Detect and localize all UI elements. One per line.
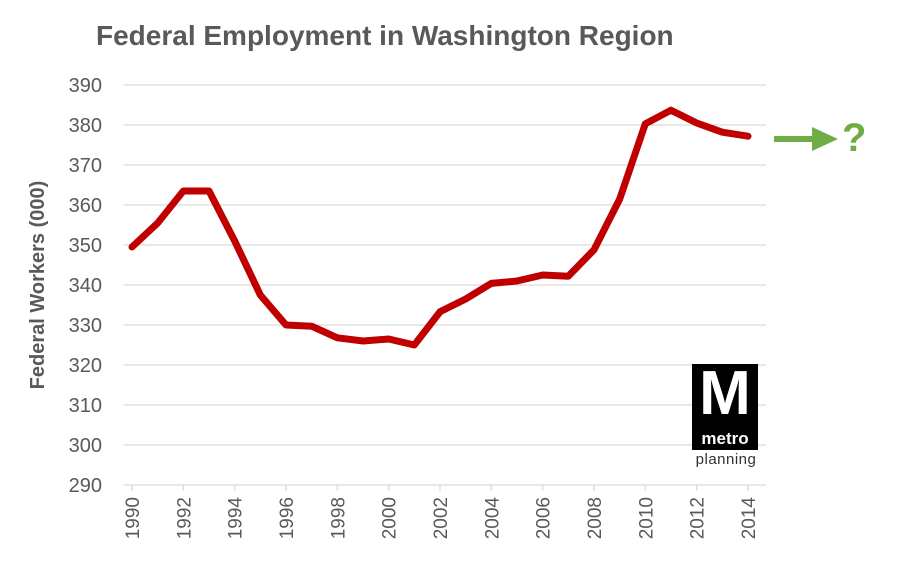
y-tick-label: 300 [69,435,102,457]
data-point [721,131,723,133]
green-arrow-icon [774,127,838,151]
x-axis-ticks: 1990 1992 1994 1996 1998 2000 2002 2004 2006 2008… [123,485,760,539]
data-point [670,109,672,111]
x-tick-label: 2012 [688,497,709,539]
data-point [131,246,133,248]
data-point [439,311,441,313]
metro-logo-word: metro [701,429,749,448]
data-point [567,275,569,277]
x-tick-label: 1996 [277,497,298,539]
metro-logo-box: M metro [692,359,758,450]
metro-logo-letter: M [699,359,751,428]
data-point [465,298,467,300]
data-point [259,294,261,296]
data-point [362,340,364,342]
y-axis-ticks: 290 300 310 320 330 340 350 360 370 380 390 [69,75,102,497]
data-point [516,280,518,282]
data-point [413,344,415,346]
data-point [696,122,698,124]
series-group [128,106,752,349]
series-line [128,106,752,349]
x-tick-label: 1998 [328,497,349,539]
x-tick-label: 1992 [174,497,195,539]
x-tick-label: 2002 [431,497,452,539]
x-tick-label: 2008 [585,497,606,539]
x-tick-label: 2004 [482,497,503,540]
x-tick-label: 1990 [123,497,144,539]
y-tick-label: 310 [69,395,102,417]
chart-title: Federal Employment in Washington Region [96,20,674,51]
data-point [644,123,646,125]
x-tick-label: 2000 [380,497,401,539]
y-tick-label: 290 [69,475,102,497]
y-tick-label: 350 [69,235,102,257]
data-point [182,190,184,192]
gridlines [124,84,766,486]
y-axis-label: Federal Workers (000) [27,181,49,390]
y-tick-label: 320 [69,355,102,377]
data-point [388,338,390,340]
data-point [619,198,621,200]
metro-logo-subtitle: planning [695,451,757,468]
x-tick-label: 2014 [739,497,760,540]
y-tick-label: 330 [69,315,102,337]
data-point [490,282,492,284]
data-point [208,190,210,192]
y-tick-label: 360 [69,195,102,217]
data-point [285,324,287,326]
data-point [311,325,313,327]
metro-planning-logo: M metro planning [688,359,764,468]
question-mark-annotation: ? [842,116,867,160]
x-tick-label: 2010 [636,497,657,539]
y-tick-label: 370 [69,155,102,177]
data-point [593,249,595,251]
data-point [336,337,338,339]
data-point [542,274,544,276]
data-point [747,135,749,137]
y-tick-label: 340 [69,275,102,297]
y-tick-label: 380 [69,115,102,137]
data-point [234,240,236,242]
x-tick-label: 2006 [534,497,555,539]
x-tick-label: 1994 [226,497,247,540]
data-point [157,222,159,224]
y-tick-label: 390 [69,75,102,97]
